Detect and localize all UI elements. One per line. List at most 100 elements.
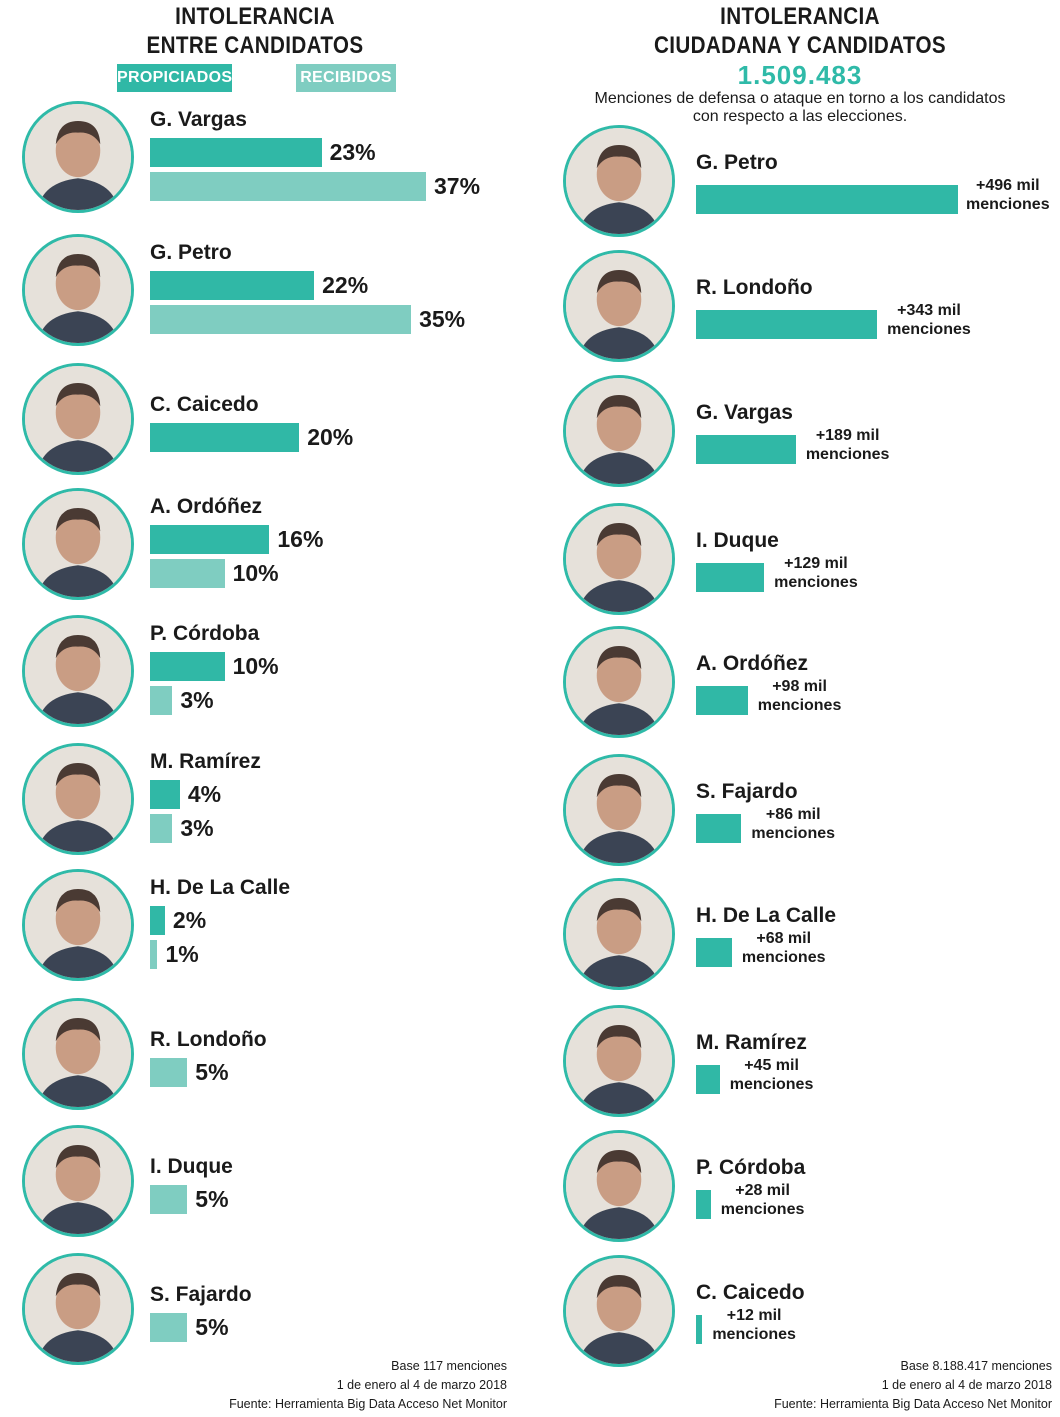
bar-menciones <box>696 814 742 843</box>
right-subtitle-line2: con respecto a las elecciones. <box>692 108 908 125</box>
person-icon <box>25 1001 131 1107</box>
bar-recibidos <box>150 305 412 334</box>
candidate-name: S. Fajardo <box>696 780 798 803</box>
candidate-photo-g-petro <box>563 125 675 237</box>
mentions-value: +28 mil <box>735 1182 790 1199</box>
person-icon <box>566 506 672 612</box>
value-label-recibidos: 5% <box>195 1186 229 1212</box>
bar-propiciados <box>150 138 322 167</box>
candidate-name: I. Duque <box>696 529 779 552</box>
person-icon <box>25 618 131 724</box>
value-label-propiciados: 22% <box>322 272 369 298</box>
candidate-name: C. Caicedo <box>150 393 259 416</box>
mentions-unit: menciones <box>712 1326 796 1343</box>
value-label-menciones: +12 mil menciones <box>712 1306 796 1344</box>
candidate-photo-p-cordoba <box>563 1130 675 1242</box>
left-footnote-source: Fuente: Herramienta Big Data Acceso Net … <box>229 1397 507 1411</box>
mentions-unit: menciones <box>751 825 836 842</box>
value-label-menciones: +68 mil menciones <box>742 929 826 967</box>
bar-recibidos <box>150 940 158 969</box>
bar-recibidos <box>150 1313 188 1342</box>
mentions-value: +189 mil <box>815 427 880 444</box>
candidate-name: G. Vargas <box>150 108 247 131</box>
candidate-photo-s-fajardo <box>22 1253 134 1365</box>
left-panel: INTOLERANCIA ENTRE CANDIDATOS PROPICIADO… <box>0 0 520 1417</box>
legend-propiciados: PROPICIADOS <box>117 64 232 92</box>
person-icon <box>25 491 131 597</box>
bar-recibidos <box>150 814 173 843</box>
right-footnote: Base 8.188.417 menciones 1 de enero al 4… <box>774 1357 1052 1414</box>
candidate-photo-s-fajardo <box>563 754 675 866</box>
candidate-name: H. De La Calle <box>150 876 291 899</box>
candidate-name: I. Duque <box>150 1155 233 1178</box>
person-icon <box>566 128 672 234</box>
bar-menciones <box>696 563 765 592</box>
candidate-name: M. Ramírez <box>696 1031 807 1054</box>
bar-recibidos <box>150 1185 188 1214</box>
right-title-line2: CIUDADANA Y CANDIDATOS <box>654 32 946 59</box>
left-title-line1: INTOLERANCIA <box>175 3 335 30</box>
value-label-menciones: +45 mil menciones <box>730 1056 814 1094</box>
person-icon <box>25 366 131 472</box>
candidate-photo-c-caicedo <box>563 1255 675 1367</box>
mentions-value: +68 mil <box>756 930 812 947</box>
bar-recibidos <box>150 559 225 588</box>
left-title: INTOLERANCIA ENTRE CANDIDATOS <box>74 2 435 60</box>
person-icon <box>566 757 672 863</box>
candidate-name: R. Londoño <box>696 276 813 299</box>
value-label-menciones: +98 mil menciones <box>758 677 842 715</box>
candidate-photo-i-duque <box>563 503 675 615</box>
value-label-recibidos: 3% <box>180 687 214 713</box>
bar-menciones <box>696 185 958 214</box>
right-subtitle-line1: Menciones de defensa o ataque en torno a… <box>594 90 1006 107</box>
candidate-photo-a-ordonez <box>563 626 675 738</box>
right-footnote-source: Fuente: Herramienta Big Data Acceso Net … <box>774 1397 1052 1411</box>
value-label-propiciados: 16% <box>277 526 324 552</box>
mentions-value: +98 mil <box>772 678 827 695</box>
value-label-menciones: +189 mil menciones <box>806 426 890 464</box>
candidate-name: A. Ordóñez <box>696 652 809 675</box>
candidate-name: G. Petro <box>696 151 778 174</box>
mentions-unit: menciones <box>805 446 890 463</box>
person-icon <box>25 237 131 343</box>
candidate-photo-p-cordoba <box>22 615 134 727</box>
mentions-value: +86 mil <box>765 806 821 823</box>
left-title-line2: ENTRE CANDIDATOS <box>146 32 364 59</box>
bar-menciones <box>696 435 796 464</box>
value-label-propiciados: 10% <box>232 653 279 679</box>
left-footnote-base: Base 117 menciones <box>391 1359 507 1373</box>
right-footnote-period: 1 de enero al 4 de marzo 2018 <box>881 1378 1052 1392</box>
value-label-propiciados: 2% <box>172 907 207 933</box>
bar-menciones <box>696 1315 703 1344</box>
bar-propiciados <box>150 525 270 554</box>
bar-menciones <box>696 1065 720 1094</box>
legend-recibidos: RECIBIDOS <box>296 64 396 92</box>
person-icon <box>25 104 131 210</box>
person-icon <box>566 1133 672 1239</box>
person-icon <box>25 1256 131 1362</box>
value-label-propiciados: 4% <box>187 781 222 807</box>
person-icon <box>566 253 672 359</box>
candidate-name: P. Córdoba <box>150 622 260 645</box>
value-label-recibidos: 3% <box>180 815 214 841</box>
right-title: INTOLERANCIA CIUDADANA Y CANDIDATOS <box>589 2 1010 60</box>
person-icon <box>566 1008 672 1114</box>
mentions-value: +45 mil <box>744 1057 799 1074</box>
right-panel: INTOLERANCIA CIUDADANA Y CANDIDATOS 1.50… <box>530 0 1060 1417</box>
value-label-menciones: +129 mil menciones <box>774 554 858 592</box>
bar-propiciados <box>150 423 300 452</box>
candidate-name: M. Ramírez <box>150 750 261 773</box>
candidate-name: H. De La Calle <box>696 904 837 927</box>
mentions-value: +12 mil <box>726 1307 782 1324</box>
person-icon <box>566 629 672 735</box>
candidate-photo-g-vargas <box>22 101 134 213</box>
mentions-unit: menciones <box>774 574 858 591</box>
candidate-photo-r-londono <box>22 998 134 1110</box>
value-label-recibidos: 5% <box>195 1059 229 1085</box>
candidate-name: P. Córdoba <box>696 1156 806 1179</box>
bar-recibidos <box>150 172 427 201</box>
mentions-unit: menciones <box>729 1076 814 1093</box>
person-icon <box>566 1258 672 1364</box>
value-label-menciones: +28 mil menciones <box>721 1181 805 1219</box>
mentions-unit: menciones <box>966 196 1050 213</box>
